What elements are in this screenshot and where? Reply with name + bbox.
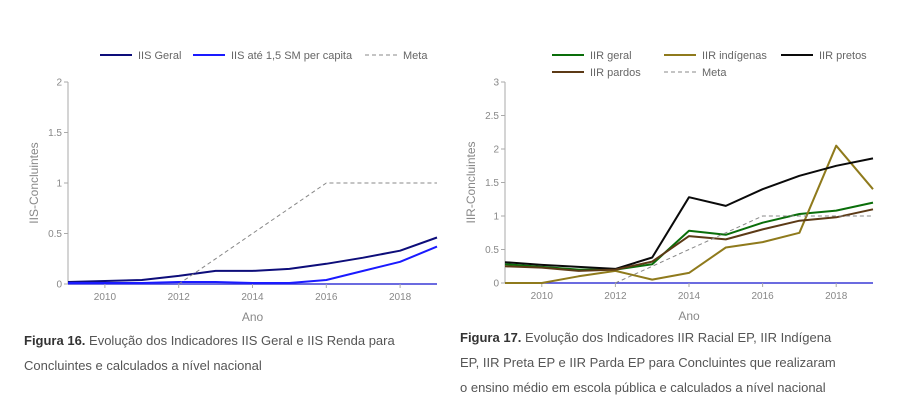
figure-17-label: Figura 17. — [460, 330, 522, 345]
series-line-5 — [615, 215, 873, 284]
chart-iir: 0 0.5 1 1.5 2 2.5 3 2010 2012 2014 2016 2018 Ano IIR-… — [464, 50, 874, 323]
y-tick-label: 1 — [56, 179, 62, 190]
figure-16-text-1: Evolução dos Indicadores IIS Geral e IIS… — [85, 333, 395, 348]
series-line-2 — [68, 245, 438, 284]
x-tick-label: 2018 — [389, 292, 412, 303]
x-tick-label: 2016 — [751, 291, 774, 302]
x-tick-label: 2014 — [678, 291, 701, 302]
series-line-4 — [504, 208, 874, 272]
x-tick-label: 2012 — [604, 291, 627, 302]
series-line-1 — [67, 236, 438, 283]
series-line-1 — [504, 201, 874, 271]
legend-label-2: IIS até 1,5 SM per capita — [231, 50, 353, 62]
y-tick-label: 1.5 — [485, 178, 499, 189]
figure-16-label: Figura 16. — [24, 333, 86, 348]
legend-label-4: IIR pardos — [590, 67, 641, 79]
legend-label-2: IIR indígenas — [702, 50, 767, 62]
x-tick-label: 2016 — [315, 292, 338, 303]
y-tick-label: 1 — [493, 212, 499, 223]
y-tick-label: 0 — [493, 279, 499, 290]
y-tick-label: 0.5 — [485, 245, 499, 256]
legend-label-5: Meta — [702, 67, 727, 79]
y-tick-label: 0.5 — [48, 229, 62, 240]
x-tick-label: 2018 — [825, 291, 848, 302]
x-tick-label: 2012 — [168, 292, 191, 303]
x-tick-label: 2010 — [531, 291, 554, 302]
figure-17-text-1: Evolução dos Indicadores IIR Racial EP, … — [521, 330, 832, 345]
figure-17-text-3: o ensino médio em escola pública e calcu… — [460, 380, 826, 395]
figure-17-caption: Figura 17. Evolução dos Indicadores IIR … — [460, 325, 890, 400]
y-axis-label: IIR-Concluintes — [464, 141, 478, 223]
legend-label-3: IIR pretos — [819, 50, 867, 62]
figure-16-caption: Figura 16. Evolução dos Indicadores IIS … — [24, 328, 444, 378]
legend-label-3: Meta — [403, 50, 428, 62]
x-tick-label: 2010 — [94, 292, 117, 303]
y-tick-label: 1.5 — [48, 128, 62, 139]
y-tick-label: 2 — [493, 145, 499, 156]
y-tick-label: 3 — [493, 78, 499, 89]
series-line-3 — [178, 182, 437, 285]
series-line-3 — [504, 157, 874, 270]
y-tick-label: 0 — [56, 280, 62, 291]
x-axis-label: Ano — [242, 310, 264, 324]
figure-17-text-2: EP, IIR Preta EP e IIR Parda EP para Con… — [460, 355, 836, 370]
y-tick-label: 2 — [56, 78, 62, 89]
x-tick-label: 2014 — [241, 292, 264, 303]
figure-16-text-2: Concluintes e calculados a nível naciona… — [24, 358, 262, 373]
y-tick-label: 2.5 — [485, 111, 499, 122]
x-axis-label: Ano — [678, 309, 700, 323]
chart-iis: 0 0.5 1 1.5 2 2010 2012 2014 2016 2018 Ano IIS-Conc… — [27, 50, 438, 324]
legend-label-1: IIR geral — [590, 50, 632, 62]
legend-label-1: IIS Geral — [138, 50, 181, 62]
y-axis-label: IIS-Concluintes — [27, 142, 41, 223]
series-line-2 — [505, 144, 874, 284]
